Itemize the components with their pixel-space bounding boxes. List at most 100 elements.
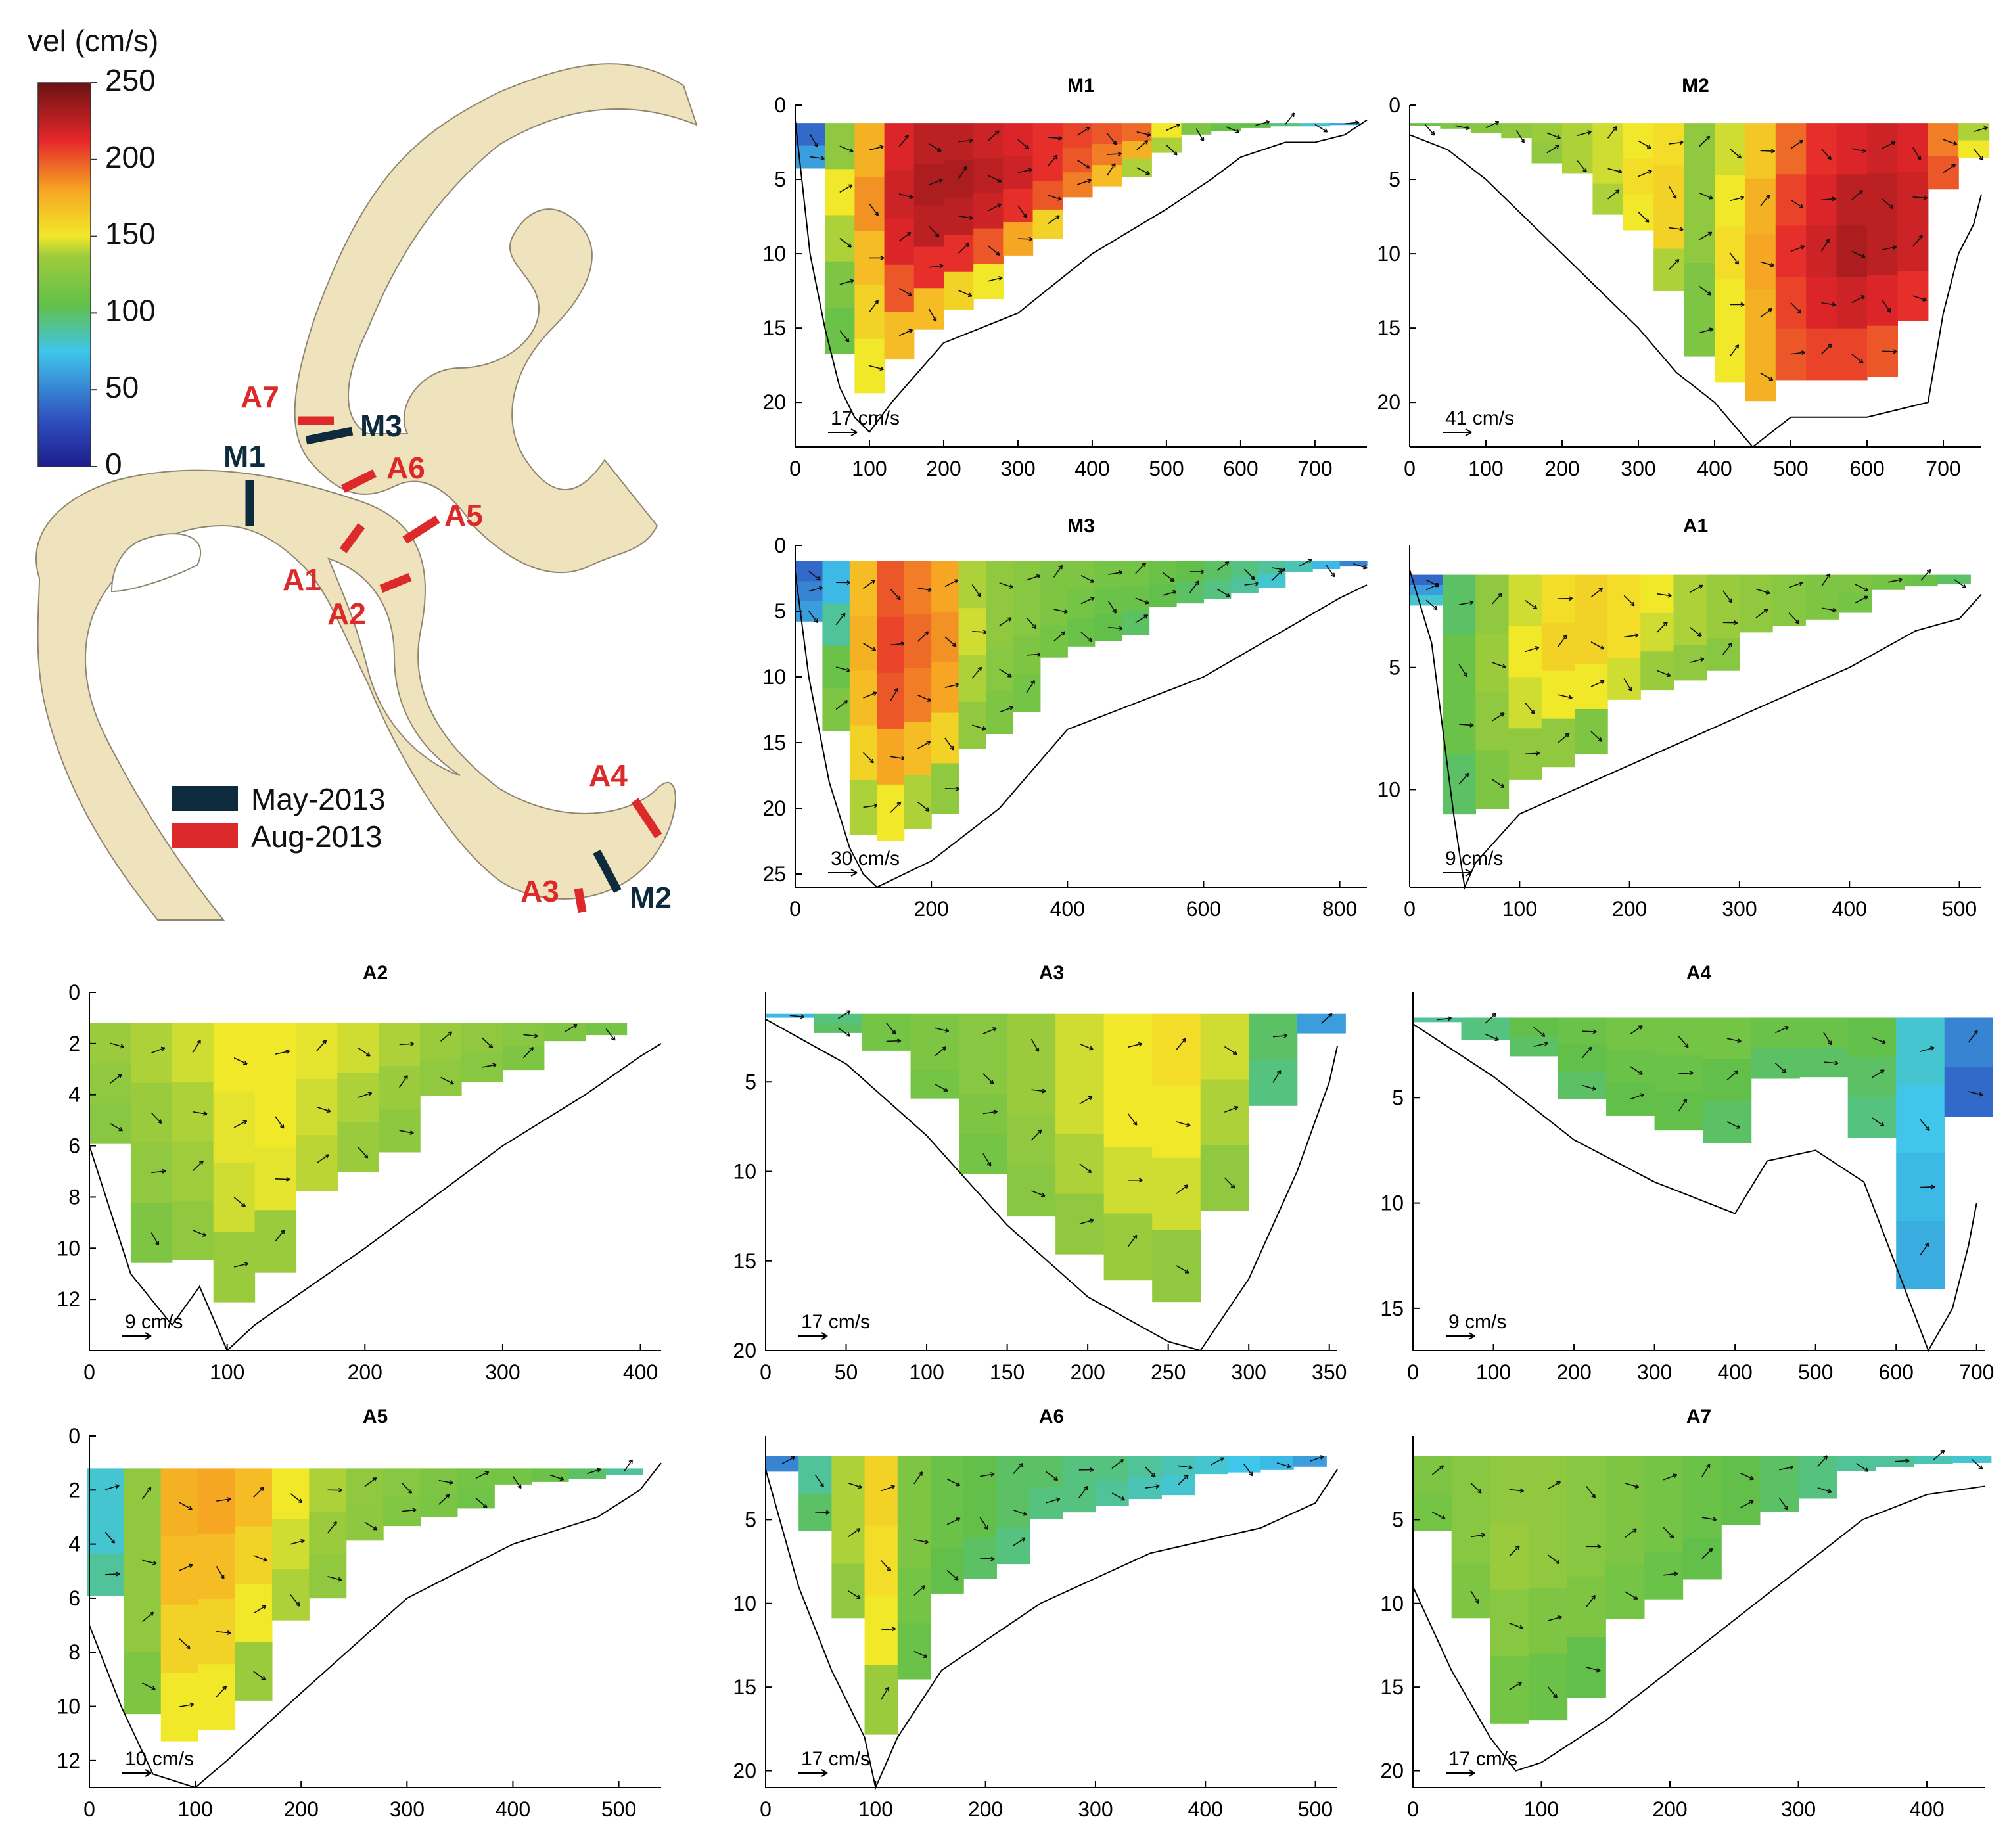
transect-line-a6 (341, 469, 377, 493)
velocity-vector-head (814, 143, 818, 148)
reference-vector-label: 9 cm/s (1445, 848, 1503, 869)
velocity-vector-head (1138, 1178, 1143, 1183)
y-tick-label: 15 (733, 1675, 756, 1699)
velocity-vector (142, 1559, 157, 1565)
velocity-vector (1127, 1113, 1138, 1126)
velocity-vector-head (1826, 573, 1831, 578)
velocity-vector (1017, 205, 1027, 218)
x-tick-label: 400 (1832, 897, 1867, 921)
velocity-vector (150, 1112, 162, 1124)
velocity-vector (275, 1230, 285, 1242)
velocity-vector-head (1463, 672, 1468, 678)
velocity-vector (151, 1047, 166, 1054)
velocity-cell (1541, 622, 1575, 672)
velocity-vector-head (956, 1481, 961, 1487)
velocity-vector-head (1290, 112, 1295, 118)
velocity-vector-head (367, 1092, 373, 1096)
velocity-vector (1760, 372, 1774, 381)
velocity-vector-head (1728, 642, 1733, 647)
velocity-vector-head (1978, 1465, 1983, 1470)
velocity-vector (1882, 300, 1891, 313)
velocity-vector-head (1860, 295, 1865, 300)
velocity-vector-head (1922, 297, 1928, 302)
velocity-vector-head (1145, 599, 1150, 605)
velocity-vector (1285, 112, 1295, 125)
x-tick-label: 100 (177, 1797, 212, 1821)
x-tick-label: 100 (1502, 897, 1537, 921)
velocity-vector (958, 166, 967, 179)
velocity-vector (233, 1120, 247, 1128)
velocity-vector-head (1834, 1060, 1839, 1066)
velocity-vector-head (927, 697, 932, 702)
velocity-vector (1271, 570, 1283, 582)
velocity-vector (1492, 712, 1505, 722)
velocity-cell (1897, 221, 1929, 272)
velocity-vector-head (894, 687, 899, 693)
velocity-vector (839, 279, 854, 285)
reference-vector-label: 17 cm/s (801, 1311, 870, 1333)
panel-m3: 0 200 400 600 800 0 5 10 15 20 25 M3 30 cm/s (762, 515, 1368, 921)
velocity-vector-head (1709, 327, 1714, 333)
velocity-vector-head (1230, 1184, 1235, 1189)
velocity-vector (1079, 1219, 1094, 1225)
y-tick-label: 10 (762, 665, 786, 689)
velocity-vector-head (1673, 1473, 1678, 1479)
velocity-vector (972, 724, 986, 730)
velocity-vector-head (1978, 1092, 1983, 1097)
velocity-vector-head (846, 1010, 851, 1015)
velocity-vector-head (1199, 137, 1205, 142)
y-tick-label: 10 (57, 1695, 80, 1719)
velocity-vector-head (1784, 1505, 1788, 1510)
velocity-vector-head (848, 148, 854, 153)
velocity-vector (1547, 1481, 1561, 1490)
velocity-vector-head (936, 147, 942, 152)
velocity-vector-head (188, 1563, 193, 1569)
velocity-vector (1470, 1483, 1482, 1494)
velocity-vector (982, 1111, 998, 1115)
x-tick-label: 500 (601, 1797, 636, 1821)
velocity-vector (1726, 1121, 1741, 1129)
velocity-vector (1353, 563, 1368, 569)
velocity-vector (1326, 565, 1335, 578)
velocity-vector (1855, 595, 1868, 604)
velocity-vector-head (1151, 1473, 1156, 1478)
velocity-vector (1558, 694, 1573, 699)
velocity-vector-head (186, 1644, 191, 1650)
velocity-vector-head (1112, 609, 1117, 614)
transect-label-a5: A5 (444, 498, 483, 532)
x-tick-label: 600 (1849, 457, 1884, 480)
x-tick-label: 300 (1637, 1360, 1672, 1384)
velocity-vector-head (1286, 1464, 1291, 1469)
x-tick-label: 100 (852, 457, 887, 480)
velocity-vector (1882, 246, 1897, 250)
velocity-vector (944, 579, 958, 588)
velocity-vector (1943, 139, 1957, 145)
velocity-cell (1653, 248, 1685, 291)
bed-profile-line (795, 571, 1368, 889)
velocity-vector (216, 1565, 225, 1579)
velocity-vector (913, 1471, 923, 1485)
velocity-vector-head (924, 631, 929, 636)
velocity-vector-head (1827, 1489, 1832, 1494)
velocity-vector-head (891, 1627, 896, 1632)
velocity-vector (881, 1559, 891, 1572)
velocity-vector (1047, 215, 1060, 225)
velocity-vector-head (227, 1630, 231, 1636)
velocity-vector (1176, 1038, 1186, 1050)
velocity-vector-head (1832, 302, 1836, 307)
velocity-vector (1012, 1463, 1024, 1475)
reference-vector-head (1468, 1332, 1475, 1340)
velocity-vector-head (1638, 1025, 1643, 1030)
velocity-vector-head (1494, 120, 1500, 126)
velocity-vector-head (818, 586, 823, 591)
x-tick-label: 400 (1717, 1360, 1752, 1384)
reference-vector-head (145, 1332, 152, 1340)
velocity-vector-head (1666, 672, 1671, 678)
x-tick-label: 500 (1942, 897, 1977, 921)
velocity-vector-head (1090, 1218, 1094, 1224)
velocity-vector-head (286, 1176, 290, 1182)
velocity-vector-head (1634, 633, 1639, 638)
velocity-vector-head (1647, 144, 1651, 149)
velocity-vector-head (1090, 1467, 1094, 1473)
velocity-vector-head (1492, 1013, 1497, 1017)
